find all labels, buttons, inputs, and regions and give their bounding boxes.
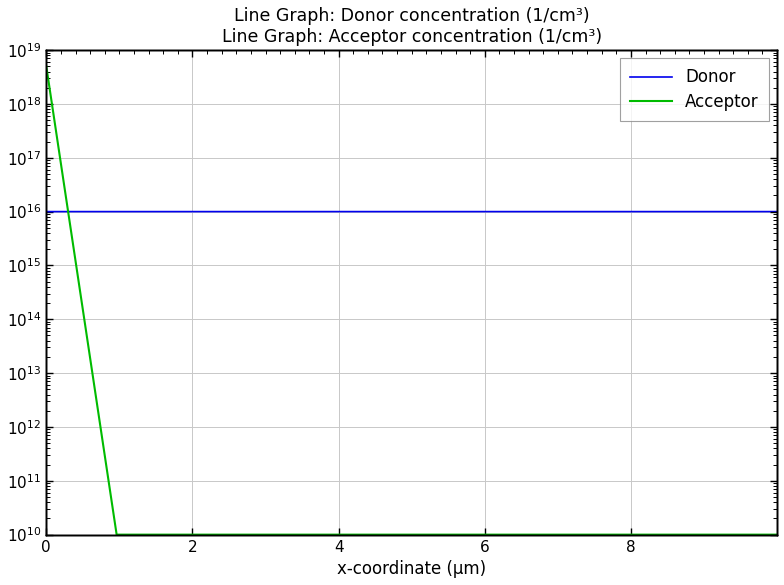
X-axis label: x-coordinate (μm): x-coordinate (μm): [337, 560, 486, 578]
Acceptor: [772, 531, 782, 538]
Donor: [481, 208, 491, 215]
Donor: [217, 208, 227, 215]
Acceptor: [584, 531, 593, 538]
Donor: [772, 208, 782, 215]
Acceptor: [91, 394, 100, 401]
Acceptor: [321, 531, 331, 538]
Legend: Donor, Acceptor: Donor, Acceptor: [620, 58, 769, 121]
Donor: [438, 208, 448, 215]
Donor: [42, 208, 51, 215]
Line: Acceptor: Acceptor: [46, 66, 777, 535]
Donor: [91, 208, 100, 215]
Acceptor: [217, 531, 227, 538]
Acceptor: [112, 531, 122, 538]
Title: Line Graph: Donor concentration (1/cm³)
Line Graph: Acceptor concentration (1/cm: Line Graph: Donor concentration (1/cm³) …: [222, 7, 602, 46]
Acceptor: [42, 63, 51, 70]
Donor: [584, 208, 593, 215]
Acceptor: [481, 531, 491, 538]
Acceptor: [438, 531, 448, 538]
Donor: [321, 208, 331, 215]
